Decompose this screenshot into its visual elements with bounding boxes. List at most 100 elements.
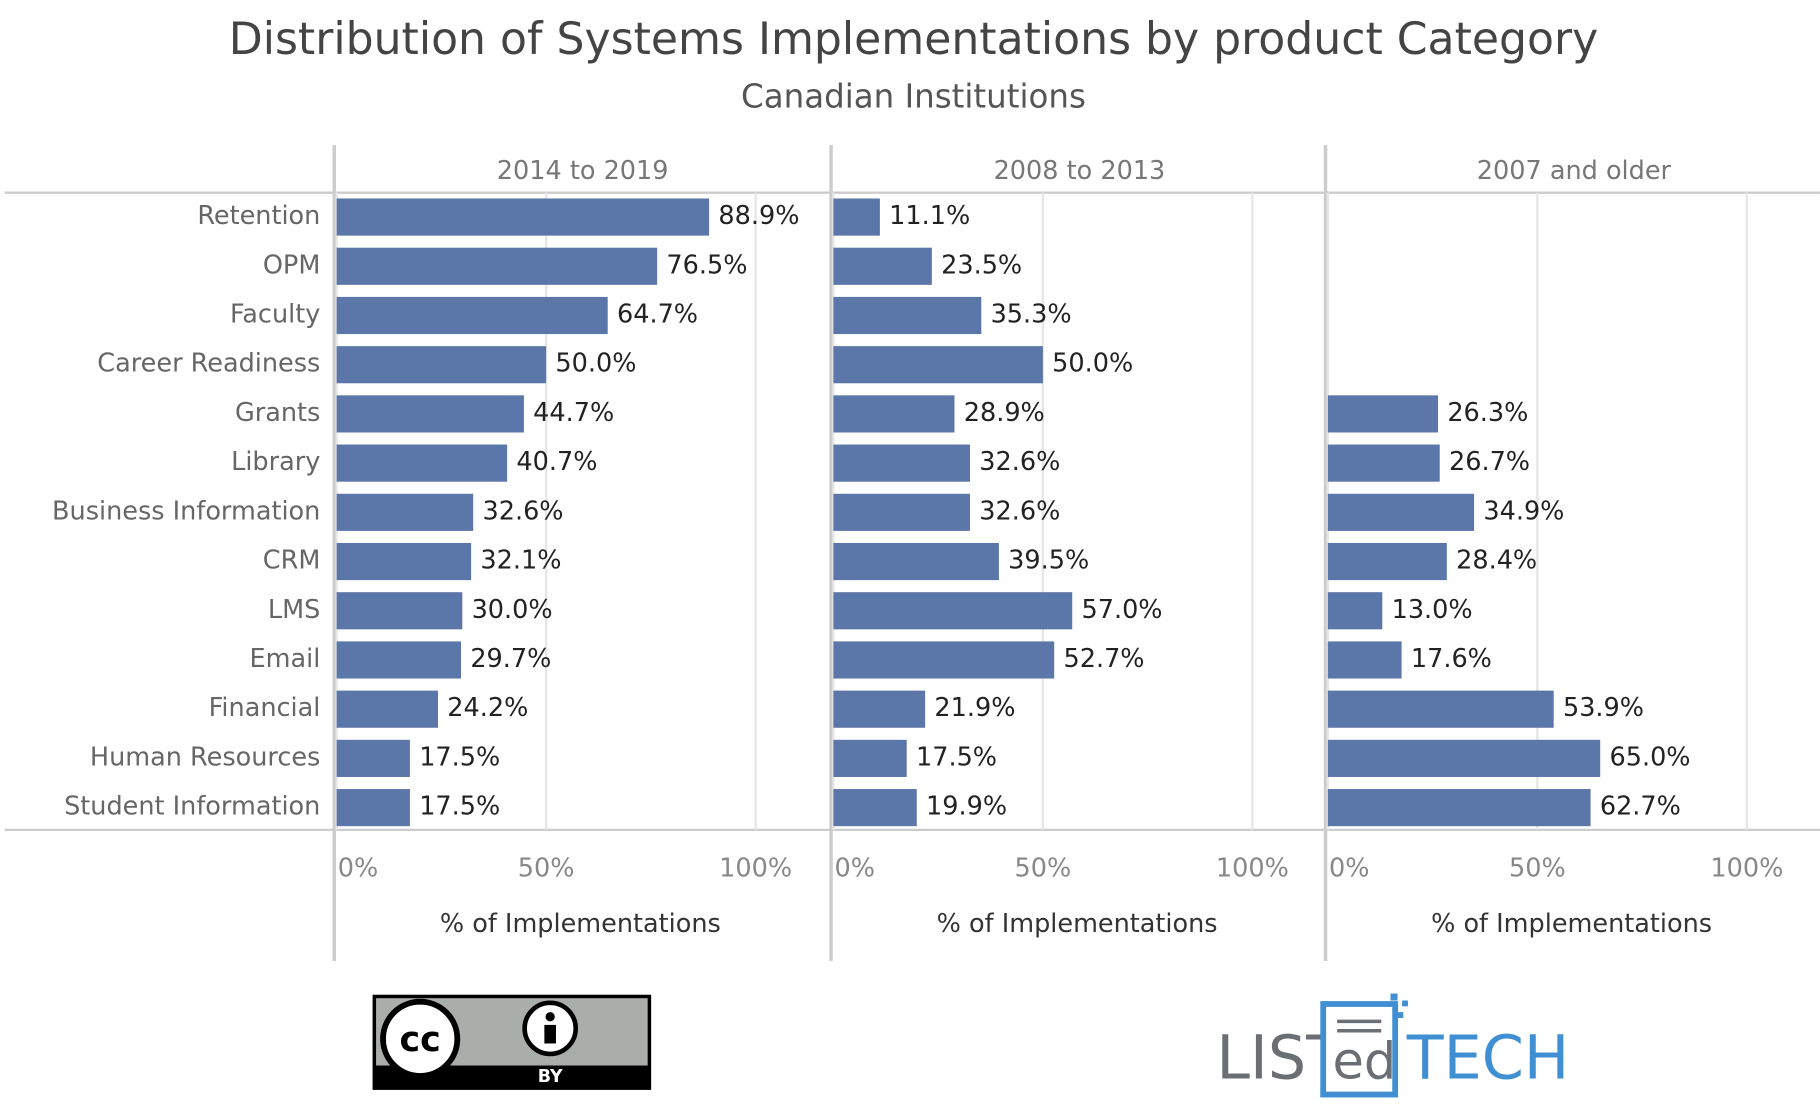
- x-tick-label: 100%: [1710, 853, 1783, 883]
- category-label: Business Information: [52, 496, 320, 526]
- value-label: 53.9%: [1563, 693, 1644, 723]
- value-label: 26.7%: [1449, 447, 1530, 477]
- bar: [336, 789, 410, 827]
- value-label: 32.1%: [480, 546, 561, 576]
- bar: [1327, 444, 1440, 482]
- value-label: 32.6%: [482, 496, 563, 526]
- logo-pixel: [1390, 993, 1398, 1001]
- bar: [833, 346, 1043, 384]
- value-label: 40.7%: [516, 447, 597, 477]
- x-tick-label: 50%: [1015, 853, 1072, 883]
- cc-by-logo: cc BY: [372, 994, 652, 1090]
- category-label: CRM: [263, 546, 321, 576]
- category-label: LMS: [268, 595, 320, 625]
- bar: [336, 739, 410, 777]
- by-body: [544, 1024, 556, 1044]
- value-label: 11.1%: [889, 201, 970, 231]
- bar: [833, 493, 970, 531]
- x-tick-label: 0%: [1329, 853, 1369, 883]
- value-label: 50.0%: [1052, 349, 1133, 379]
- value-label: 13.0%: [1392, 595, 1473, 625]
- value-label: 65.0%: [1609, 742, 1690, 772]
- cc-circle: [380, 998, 461, 1079]
- value-label: 28.4%: [1456, 546, 1537, 576]
- value-label: 50.0%: [555, 349, 636, 379]
- value-label: 57.0%: [1082, 595, 1163, 625]
- bar: [336, 690, 439, 728]
- bar: [336, 444, 508, 482]
- chart-subtitle: Canadian Institutions: [741, 78, 1086, 116]
- value-label: 76.5%: [666, 250, 747, 280]
- x-axis-label: % of Implementations: [937, 909, 1218, 939]
- x-tick-label: 0%: [835, 853, 875, 883]
- value-label: 17.5%: [419, 792, 500, 822]
- logo-pixel: [1402, 1000, 1408, 1007]
- chart-title: Distribution of Systems Implementations …: [229, 14, 1598, 65]
- bar: [336, 247, 658, 285]
- logo-tech: TECH: [1406, 1024, 1570, 1094]
- by-head: [545, 1012, 555, 1022]
- bar: [833, 296, 982, 335]
- x-tick-label: 100%: [1216, 853, 1289, 883]
- x-axis-label: % of Implementations: [1431, 909, 1712, 939]
- chart-body: Distribution of Systems Implementations …: [4, 14, 1820, 1098]
- bar: [833, 395, 955, 433]
- value-label: 35.3%: [991, 299, 1072, 329]
- value-label: 24.2%: [447, 693, 528, 723]
- category-label: Retention: [197, 201, 320, 231]
- value-label: 64.7%: [617, 299, 698, 329]
- category-label: Library: [231, 447, 320, 477]
- bar: [1327, 395, 1439, 433]
- value-label: 32.6%: [979, 496, 1060, 526]
- value-label: 62.7%: [1600, 792, 1681, 822]
- category-label: OPM: [263, 250, 321, 280]
- bar: [336, 592, 463, 630]
- value-label: 21.9%: [934, 693, 1015, 723]
- bar: [1327, 739, 1601, 777]
- bar: [336, 395, 524, 433]
- bar: [833, 739, 907, 777]
- category-label: Grants: [235, 398, 320, 428]
- logo-ed: ed: [1332, 1032, 1396, 1091]
- by-text: BY: [538, 1067, 563, 1087]
- x-tick-label: 50%: [518, 853, 575, 883]
- value-label: 26.3%: [1447, 398, 1528, 428]
- bar: [833, 247, 932, 285]
- value-label: 39.5%: [1008, 546, 1089, 576]
- bar: [833, 641, 1055, 679]
- category-label: Student Information: [64, 792, 320, 822]
- value-label: 32.6%: [979, 447, 1060, 477]
- value-label: 29.7%: [470, 644, 551, 674]
- panel-header: 2007 and older: [1477, 156, 1672, 186]
- bar: [833, 444, 970, 482]
- x-tick-label: 0%: [338, 853, 378, 883]
- panel-header: 2008 to 2013: [994, 156, 1166, 186]
- value-label: 28.9%: [964, 398, 1045, 428]
- bar: [1327, 592, 1383, 630]
- x-axis-label: % of Implementations: [440, 909, 721, 939]
- value-label: 52.7%: [1063, 644, 1144, 674]
- bar: [336, 198, 710, 236]
- bar: [833, 690, 926, 728]
- bar: [1327, 542, 1447, 581]
- bar: [833, 198, 880, 236]
- category-label: Faculty: [230, 299, 320, 329]
- bar: [336, 641, 462, 679]
- logo-page: [1320, 1001, 1399, 1098]
- category-label: Financial: [209, 693, 321, 723]
- logo-pixel: [1397, 1012, 1404, 1018]
- bar: [1327, 690, 1554, 728]
- bar: [1327, 641, 1402, 679]
- category-label: Email: [250, 644, 321, 674]
- value-label: 44.7%: [533, 398, 614, 428]
- bar: [833, 592, 1073, 630]
- bar: [336, 296, 608, 335]
- bar: [1327, 789, 1591, 827]
- bar: [1327, 493, 1475, 531]
- value-label: 88.9%: [718, 201, 799, 231]
- bar: [336, 346, 547, 384]
- value-label: 34.9%: [1483, 496, 1564, 526]
- category-label: Career Readiness: [97, 349, 320, 379]
- value-label: 23.5%: [941, 250, 1022, 280]
